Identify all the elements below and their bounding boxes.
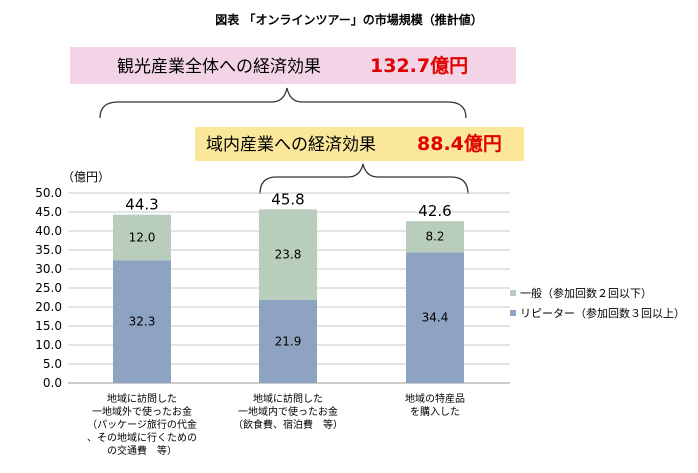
y-tick-label: 20.0	[35, 300, 62, 314]
y-tick-label: 25.0	[35, 281, 62, 295]
bar-value-label: 34.4	[422, 311, 449, 325]
category-label-line: 地域の特産品	[405, 392, 465, 405]
y-axis-ticks: 0.0 5.0 10.0 15.0 20.0 25.0 30.0 35.0 40.0 45.0 50…	[35, 186, 62, 390]
bar-total-label: 44.3	[125, 196, 158, 214]
category-label: 地域の特産品を購入した	[405, 392, 465, 418]
bar-segment-general	[259, 209, 317, 300]
bar-segment-general	[113, 214, 171, 261]
category-label-line: 、その地域に行くための	[87, 431, 197, 444]
bar-segment-repeater	[113, 260, 171, 383]
y-tick-label: 30.0	[35, 262, 62, 276]
category-label-line: （パッケージ旅行の代金	[87, 418, 197, 431]
y-axis-unit: （億円）	[62, 170, 110, 184]
bar-total-label: 45.8	[271, 190, 304, 208]
y-tick-label: 10.0	[35, 338, 62, 352]
y-tick-label: 45.0	[35, 205, 62, 219]
regional-effect-box	[195, 127, 524, 161]
category-label: 地域に訪問した一地域外で使ったお金（パッケージ旅行の代金、その地域に行くためのの…	[87, 392, 197, 457]
bar-value-label: 21.9	[275, 334, 302, 348]
y-tick-label: 0.0	[43, 376, 62, 390]
bar-value-label: 32.3	[129, 315, 156, 329]
regional-effect-value: 88.4億円	[417, 132, 502, 155]
category-label-line: を購入した	[410, 405, 460, 418]
total-effect-label: 観光産業全体への経済効果	[117, 57, 321, 77]
bar-value-label: 12.0	[129, 230, 156, 244]
bar-value-label: 8.2	[425, 230, 444, 244]
legend-swatch-general	[510, 290, 516, 296]
bar-segment-repeater	[406, 252, 464, 383]
legend-label-repeater: リピーター（参加回数３回以上）	[520, 306, 685, 320]
y-tick-label: 50.0	[35, 186, 62, 200]
category-label-line: 一地域内で使ったお金	[238, 405, 338, 418]
y-tick-label: 5.0	[43, 357, 62, 371]
category-label-line: 地域に訪問した	[107, 392, 177, 405]
category-label-line: 地域に訪問した	[253, 392, 323, 405]
total-effect-box	[70, 47, 516, 84]
legend: 一般（参加回数２回以下） リピーター（参加回数３回以上）	[510, 286, 685, 320]
y-tick-label: 15.0	[35, 319, 62, 333]
category-labels: 地域に訪問した一地域外で使ったお金（パッケージ旅行の代金、その地域に行くためのの…	[87, 392, 465, 457]
category-label-line: の交通費 等）	[107, 444, 177, 457]
total-effect-brace	[99, 87, 467, 119]
category-label: 地域に訪問した一地域内で使ったお金（飲食費、宿泊費 等）	[233, 392, 343, 431]
legend-swatch-repeater	[510, 310, 516, 316]
legend-label-general: 一般（参加回数２回以下）	[520, 286, 652, 300]
y-tick-label: 40.0	[35, 224, 62, 238]
category-label-line: （飲食費、宿泊費 等）	[233, 418, 343, 431]
total-effect-value: 132.7億円	[370, 54, 468, 77]
category-label-line: 一地域外で使ったお金	[92, 405, 192, 418]
figure-title: 図表 「オンラインツアー」の市場規模（推計値）	[215, 12, 482, 27]
bar-segment-general	[406, 221, 464, 253]
y-tick-label: 35.0	[35, 243, 62, 257]
bar-segment-repeater	[259, 299, 317, 383]
regional-effect-label: 域内産業への経済効果	[206, 135, 376, 155]
bar-totals: 44.3 45.8 42.6	[125, 190, 451, 220]
regional-effect-brace	[259, 163, 469, 195]
bar-value-label: 23.8	[275, 248, 302, 262]
bar-total-label: 42.6	[418, 202, 451, 220]
bars: 32.3 12.0 21.9 23.8 34.4 8.2	[113, 209, 464, 383]
